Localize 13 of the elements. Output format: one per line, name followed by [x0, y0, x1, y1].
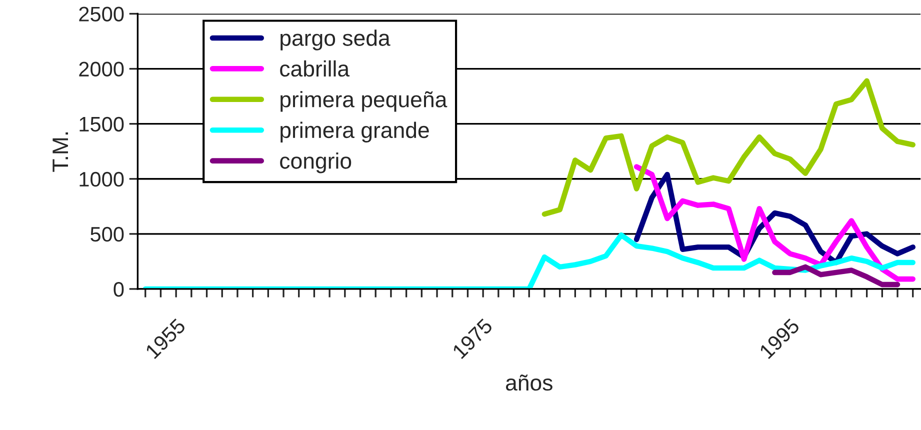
y-tick-label: 500	[90, 226, 124, 242]
legend-label: cabrilla	[280, 60, 350, 77]
y-axis-title: T.M.	[52, 132, 68, 172]
y-tick-label: 1500	[80, 116, 124, 132]
y-tick-label: 2000	[79, 62, 124, 77]
legend-label: pargo seda	[280, 30, 390, 50]
y-tick-label: 1000	[80, 172, 124, 187]
x-axis-title: años	[506, 374, 552, 391]
legend-label: primera grande	[280, 122, 429, 142]
y-tick-label: 2500	[79, 6, 124, 22]
legend-label: primera pequeña	[280, 91, 448, 112]
legend-label: congrio	[280, 152, 352, 174]
y-tick-label: 0	[114, 282, 124, 297]
